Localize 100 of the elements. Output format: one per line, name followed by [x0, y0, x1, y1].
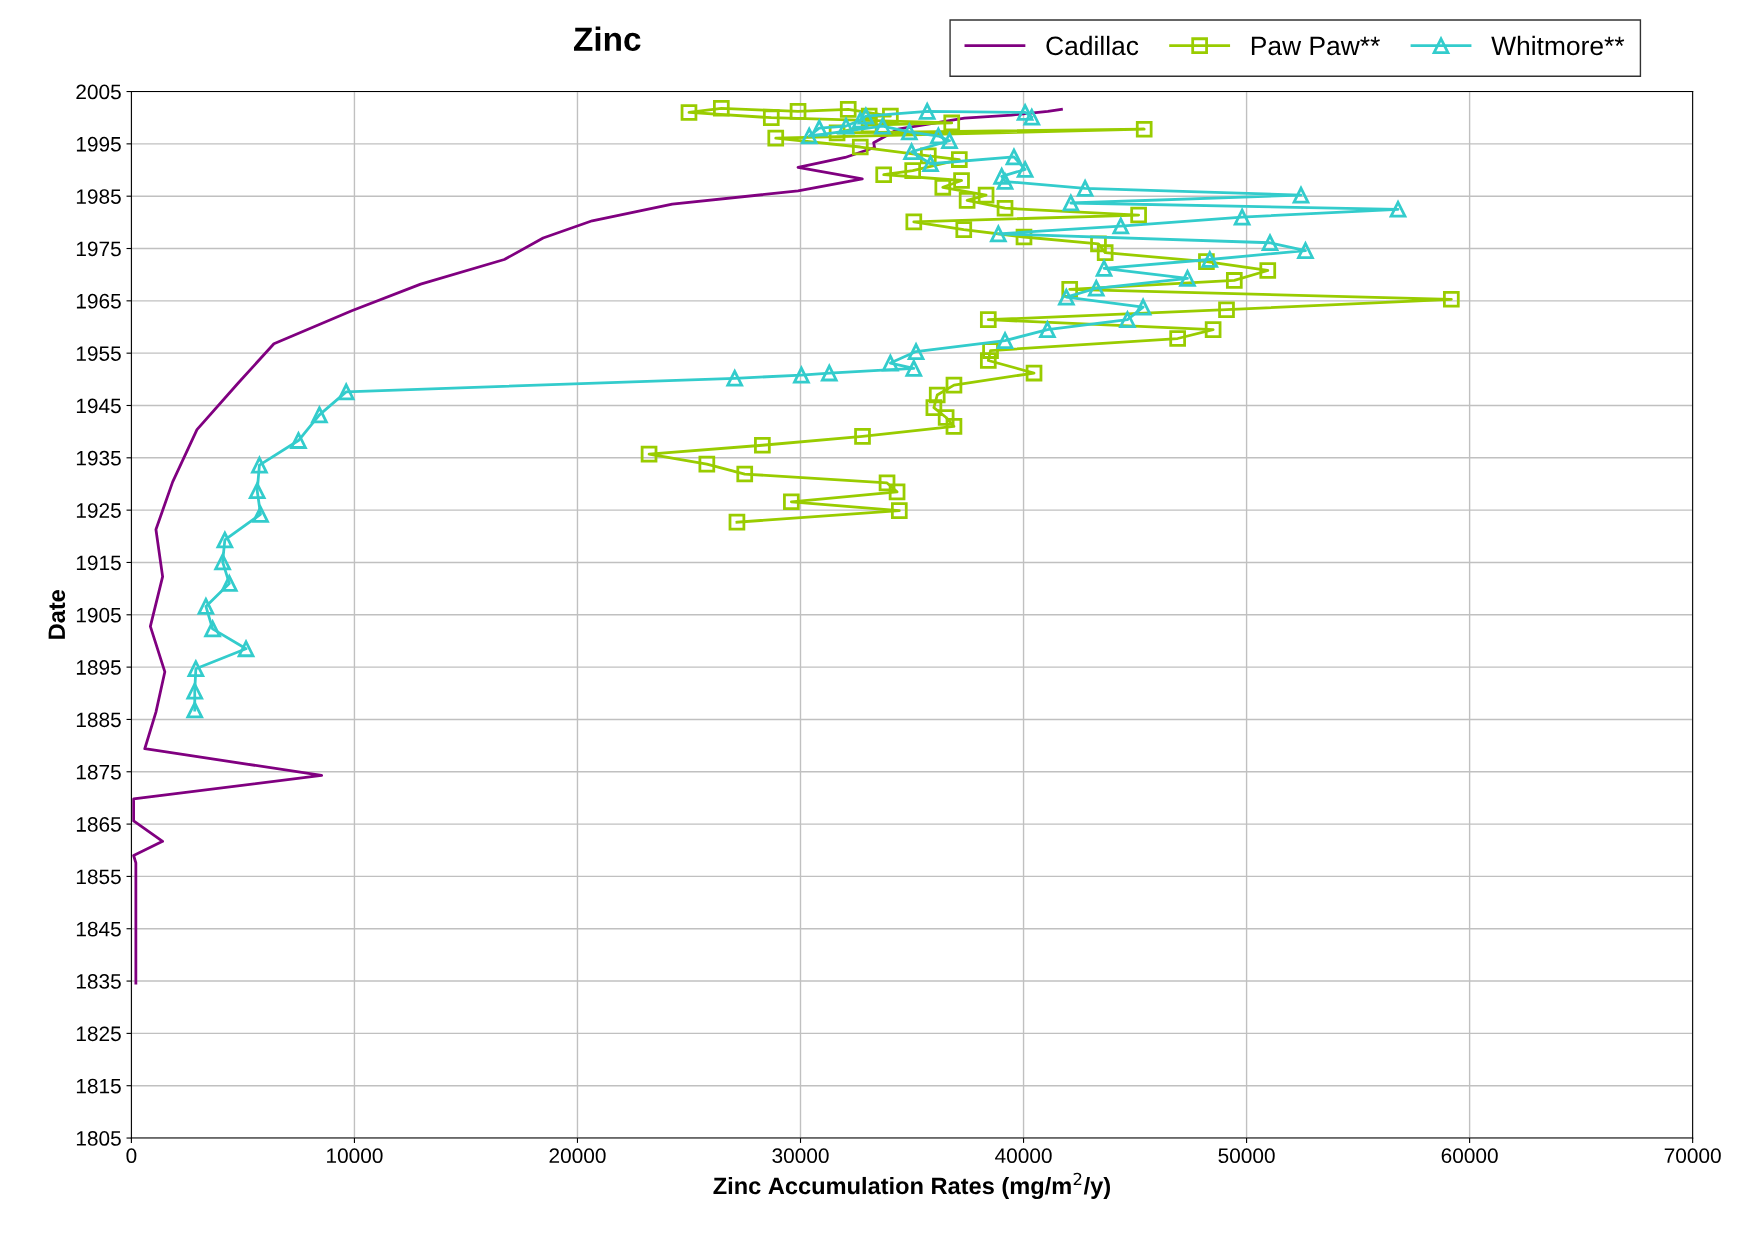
- point: [640, 445, 658, 463]
- point: [186, 682, 204, 700]
- y-tick-label: 1935: [76, 450, 121, 466]
- y-tick-label: 1875: [76, 764, 121, 780]
- point: [1076, 180, 1094, 197]
- y-tick-label: 1865: [76, 817, 121, 832]
- y-tick-label: 1895: [76, 660, 121, 675]
- point: [337, 381, 356, 401]
- point: [943, 114, 961, 132]
- point: [1062, 194, 1080, 212]
- point: [186, 701, 204, 719]
- point: [680, 104, 698, 121]
- point: [950, 151, 968, 168]
- legend-label: Paw Paw**: [1251, 36, 1380, 56]
- point: [851, 111, 869, 129]
- point: [800, 127, 818, 145]
- point: [1225, 272, 1243, 289]
- point: [934, 178, 952, 196]
- point: [930, 127, 947, 145]
- point: [1058, 288, 1075, 306]
- point: [1130, 206, 1147, 224]
- point: [1297, 242, 1314, 259]
- point: [837, 117, 855, 135]
- point: [1119, 311, 1136, 329]
- point: [996, 332, 1014, 349]
- legend-label: Cadillac: [1046, 35, 1139, 56]
- point: [905, 360, 923, 377]
- y-tick-label: 1805: [76, 1131, 121, 1146]
- y-axis-title: Date: [48, 590, 66, 639]
- point: [726, 369, 744, 387]
- point: [187, 660, 205, 678]
- point: [990, 225, 1007, 243]
- point: [903, 143, 920, 161]
- y-tick-label: 1945: [76, 398, 121, 414]
- y-tick-label: 1915: [76, 555, 121, 571]
- point: [996, 199, 1014, 217]
- point: [979, 352, 997, 369]
- point: [810, 119, 828, 137]
- point: [1025, 364, 1043, 382]
- y-tick-label: 1845: [76, 921, 121, 937]
- point: [1442, 290, 1460, 308]
- point: [1204, 321, 1222, 338]
- y-tick-label: 1885: [76, 712, 121, 728]
- point: [1233, 208, 1251, 226]
- point: [1389, 200, 1407, 218]
- point: [922, 155, 939, 173]
- x-tick-label: 70000: [1664, 1148, 1721, 1164]
- y-tick-label: 1815: [76, 1078, 121, 1094]
- point: [979, 311, 997, 329]
- point: [237, 640, 255, 658]
- point: [1023, 108, 1041, 126]
- y-tick-label: 1995: [76, 136, 121, 152]
- point: [878, 474, 896, 492]
- point: [890, 502, 908, 519]
- y-tick-label: 1825: [76, 1026, 121, 1042]
- point: [905, 213, 923, 231]
- y-tick-label: 1905: [76, 607, 121, 623]
- point: [1135, 120, 1153, 138]
- point: [1201, 251, 1219, 268]
- point: [1005, 148, 1023, 166]
- point: [220, 575, 238, 592]
- point: [1169, 330, 1186, 347]
- point: [904, 162, 922, 179]
- y-tick-label: 1965: [76, 293, 121, 309]
- point: [204, 620, 221, 638]
- point: [993, 167, 1011, 185]
- point: [907, 343, 925, 360]
- point: [875, 166, 893, 184]
- point: [839, 100, 857, 118]
- point: [290, 432, 307, 449]
- point: [728, 513, 746, 531]
- point: [945, 418, 963, 435]
- point: [1218, 301, 1235, 319]
- point: [1016, 161, 1034, 178]
- y-tick-label: 1925: [76, 503, 121, 518]
- point: [953, 172, 970, 189]
- point: [736, 465, 754, 483]
- point: [901, 123, 918, 141]
- point: [937, 409, 955, 426]
- point: [310, 404, 329, 424]
- point: [1095, 260, 1113, 277]
- point: [955, 221, 973, 239]
- point: [1112, 217, 1130, 235]
- point: [698, 455, 716, 473]
- point: [1179, 270, 1196, 287]
- point: [762, 109, 780, 127]
- point: [888, 483, 906, 501]
- point: [958, 192, 976, 209]
- y-tick-label: 1835: [76, 974, 121, 989]
- point: [783, 493, 800, 511]
- y-tick-label: 1855: [76, 869, 121, 885]
- point: [851, 138, 869, 156]
- point: [977, 186, 995, 204]
- point: [793, 366, 810, 384]
- line-series: [132, 107, 1063, 985]
- x-tick-label: 30000: [772, 1148, 829, 1164]
- point: [1134, 298, 1152, 316]
- point: [854, 428, 871, 445]
- point: [1292, 186, 1310, 204]
- point: [925, 399, 943, 416]
